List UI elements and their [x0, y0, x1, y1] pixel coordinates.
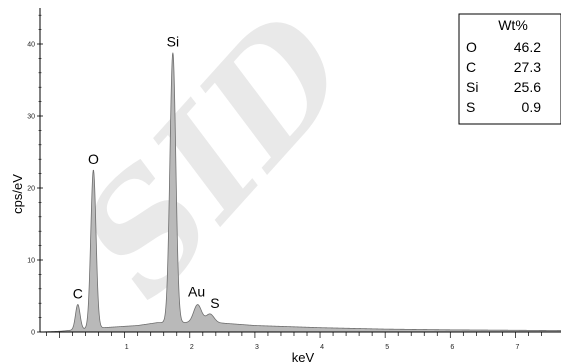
- y-tick-label: 40: [27, 42, 35, 49]
- composition-table-rows: O 46.2 C 27.3 Si 25.6 S 0.9: [466, 39, 541, 115]
- composition-element: S: [466, 99, 475, 115]
- plot-area: [39, 52, 561, 333]
- composition-value: 27.3: [514, 59, 541, 75]
- x-axis-title: keV: [292, 350, 315, 362]
- x-tick-label: 3: [255, 344, 259, 351]
- peak-label-au: Au: [188, 284, 205, 300]
- y-tick-label: 0: [31, 330, 35, 337]
- x-ticks: 1 2 3 4 5 6 7: [46, 332, 542, 351]
- y-ticks: 0 10 20 30 40: [27, 14, 43, 337]
- spectrum-line: [39, 52, 561, 333]
- composition-table-header: Wt%: [498, 17, 528, 33]
- composition-value: 25.6: [514, 79, 541, 95]
- x-tick-label: 5: [385, 344, 389, 351]
- y-tick-label: 10: [27, 258, 35, 265]
- composition-value: 0.9: [522, 99, 542, 115]
- x-tick-label: 6: [450, 344, 454, 351]
- peak-label-si: Si: [167, 34, 179, 50]
- spectrum-fill: [40, 52, 561, 332]
- x-tick-label: 7: [515, 344, 519, 351]
- y-tick-label: 20: [27, 186, 35, 193]
- x-tick-label: 2: [190, 344, 194, 351]
- x-tick-label: 4: [320, 344, 324, 351]
- composition-table: Wt% O 46.2 C 27.3 Si 25.6 S 0.9: [458, 13, 561, 125]
- composition-element: C: [466, 59, 476, 75]
- y-axis-title: cps/eV: [10, 174, 25, 214]
- composition-element: Si: [466, 79, 478, 95]
- composition-value: 46.2: [514, 39, 541, 55]
- composition-table-frame: [458, 13, 561, 125]
- y-tick-label: 30: [27, 114, 35, 121]
- peak-label-c: C: [73, 285, 83, 301]
- peak-label-s: S: [210, 295, 219, 311]
- peak-labels: C O Si Au S: [73, 34, 220, 311]
- peak-label-o: O: [88, 151, 99, 167]
- x-tick-label: 1: [125, 344, 129, 351]
- composition-element: O: [466, 39, 477, 55]
